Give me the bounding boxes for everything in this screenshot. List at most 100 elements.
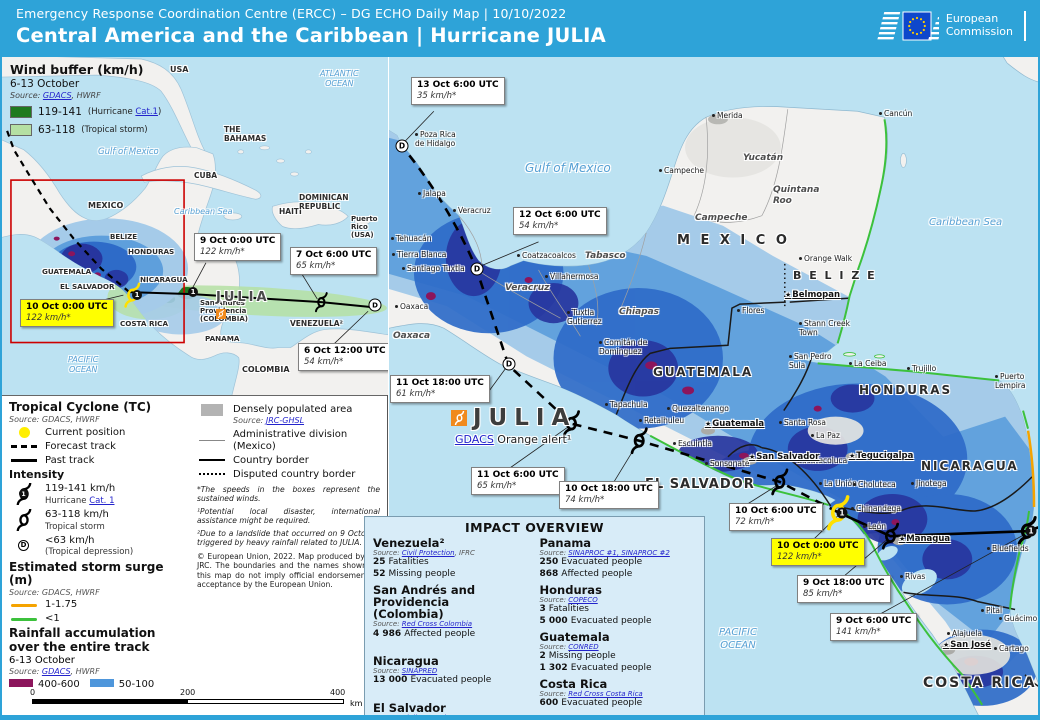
track-point-label: 10 Oct 0:00 UTC 122 km/h* [20,299,114,327]
storm-marker-badge: 1 [1025,525,1037,537]
city-dot [402,267,405,270]
state-label: Tabasco [585,251,626,261]
jrc-ghsl-link[interactable]: JRC-GHSL [265,416,305,425]
track-point-label: 10 Oct 18:00 UTC 74 km/h* [559,481,659,509]
impact-source-link[interactable]: Red Cross Costa Rica [568,689,643,698]
cat1-legend-link[interactable]: Cat. 1 [89,495,115,506]
cat1-link[interactable]: Cat.1 [135,107,158,117]
page-title: Central America and the Caribbean | Hurr… [16,24,606,47]
track-point-label: 11 Oct 6:00 UTC 65 km/h* [471,467,565,495]
inset-julia-label: JULIA [216,267,270,324]
rainfall-swatches: 400-600200-400100-200 50-10025-50 [9,678,189,687]
city-label: Pital [981,606,1002,616]
surge-low-icon [11,617,37,621]
city-label: Choluteca [853,480,896,490]
legend-country-border: Country border [197,455,380,467]
city-label: Santa Rosa [779,418,826,428]
impact-right-column: Panama Source: SINAPROC #1, SINAPROC #2 … [539,536,697,715]
rain-swatch-row: 400-600 [9,678,80,687]
impact-source-link[interactable]: SINAPRED [401,667,438,676]
legend-surge-low: <1 [9,613,189,625]
gdacs-rain-link[interactable]: GDACS [41,666,71,676]
water-label: Gulf of Mexico [525,161,611,175]
water-label: Caribbean Sea [929,217,1003,228]
gdacs-link[interactable]: GDACS [42,91,72,100]
city-label: La Ceiba [849,359,886,369]
legend-left-column: Tropical Cyclone (TC) Source: GDACS, HWR… [9,400,189,687]
track-point-label: 9 Oct 18:00 UTC 85 km/h* [797,575,891,603]
city-label: Guácimo [999,614,1037,624]
city-label: Tierra Blanca [392,250,446,260]
city-label: Zacatecoluca [792,456,847,466]
legend-intensity-storm: 63-118 km/h Tropical storm [9,508,189,532]
impact-country-block: Panama Source: SINAPROC #1, SINAPROC #2 … [539,536,670,579]
capital-star-icon: ★ [705,420,712,428]
legend-intensity-cat1: 1 119-141 km/h Hurricane Cat. 1 [9,482,189,506]
city-dot [981,609,984,612]
city-dot [391,237,394,240]
rain-swatch [89,678,114,687]
legend-right-column: Densely populated area Source: JRC-GHSL A… [197,401,380,687]
city-dot [819,482,822,485]
city-label: Tuxtla Gutierrez [567,308,602,326]
city-label: Escuintla [673,439,712,449]
copyright-note: © European Union, 2022. Map produced by … [197,551,380,590]
city-dot [779,421,782,424]
capital-star-icon: ★ [785,291,792,299]
inset-country-label: Puerto Rico (USA) [351,215,378,239]
state-label: Campeche [695,213,748,223]
source-prefix: Source: [539,689,569,698]
impact-source-link[interactable]: Red Cross Colombia [401,620,473,629]
hurricane-swatch [10,106,32,118]
city-dot [995,375,998,378]
city-dot [705,462,708,465]
city-label: León [863,522,886,532]
city-label: Merida [712,111,743,121]
legend-current-position: Current position [9,427,189,439]
city-dot [453,209,456,212]
city-dot [789,355,792,358]
city-dot [811,434,814,437]
city-dot [999,617,1002,620]
city-label: Villahermosa [545,272,599,282]
inset-water-label: Caribbean Sea [174,207,233,216]
gdacs-alert-link[interactable]: GDACS [455,433,494,446]
city-dot [947,632,950,635]
tropical-depression-icon: D [15,535,33,557]
city-label: Retalhuleu [639,416,684,426]
city-dot [911,482,914,485]
city-label: Stann Creek Town [799,319,850,337]
surge-high-icon [11,603,37,607]
impact-source-link[interactable]: SINAPROC #1, SINAPROC #2 [568,549,670,558]
water-label: PACIFIC OCEAN [719,627,757,651]
ec-flag-icon [877,11,939,41]
inset-country-label: NICARAGUA [140,275,188,284]
country-label: EL SALVADOR [645,477,755,492]
impact-source-link[interactable]: COPECO [568,596,598,605]
source-prefix: Source: [373,549,402,558]
capital-star-icon: ★ [943,641,950,649]
city-dot [994,647,997,650]
impact-source-link[interactable]: Civil Protection [402,714,455,715]
city-dot [712,114,715,117]
city-dot [907,367,910,370]
impact-country-block: Honduras Source: COPECO 3 Fatalities 5 00… [539,582,652,626]
impact-source-link[interactable]: Civil Protection [401,549,455,558]
densely-populated-swatch [201,403,223,416]
map-legend: Tropical Cyclone (TC) Source: GDACS, HWR… [2,395,387,687]
city-label: Cartago [994,644,1029,654]
storm-marker-badge: 1 [132,290,142,300]
city-label: Santiago Tuxtla [402,264,465,274]
impact-source-link[interactable]: CONRED [568,642,599,651]
city-label: Coatzacoalcos [517,251,576,261]
left-panel: Wind buffer (km/h) 6-13 October Source: … [2,57,388,715]
city-label: La Paz [811,431,840,441]
city-dot [851,507,854,510]
source-prefix: Source: [373,620,402,629]
wind-legend-item-hurricane: 119-141 (Hurricane Cat.1) [10,106,161,118]
inset-country-label: CUBA [194,171,218,180]
city-dot [599,341,602,344]
legend-intensity-depression: D <63 km/h (Tropical depression) [9,535,189,558]
past-track-icon [11,458,37,462]
